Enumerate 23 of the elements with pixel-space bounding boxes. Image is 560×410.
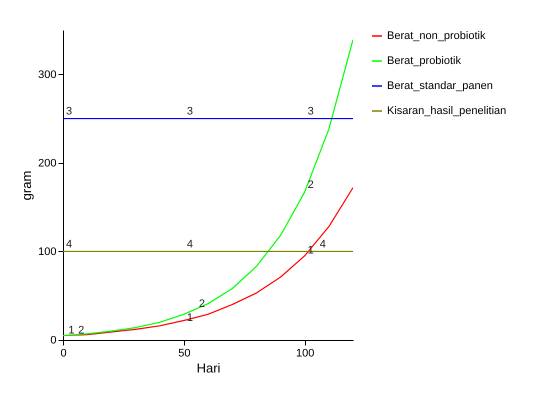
annotation: 2 bbox=[78, 324, 84, 336]
x-tick-label: 100 bbox=[296, 348, 314, 360]
annotation: 2 bbox=[308, 179, 314, 192]
y-tick-label: 300 bbox=[38, 68, 56, 81]
y-tick-label: 100 bbox=[38, 246, 56, 258]
annotation: 3 bbox=[308, 106, 314, 118]
annotation: 3 bbox=[186, 106, 193, 118]
x-tick-label: 50 bbox=[178, 348, 190, 360]
annotation: 3 bbox=[66, 106, 72, 118]
y-tick-label: 0 bbox=[50, 334, 56, 346]
annotation: 4 bbox=[66, 238, 72, 250]
x-tick-label: 0 bbox=[60, 348, 67, 360]
annotation: 1 bbox=[68, 324, 75, 336]
annotation: 4 bbox=[320, 238, 326, 250]
y-tick-label: 200 bbox=[38, 157, 56, 170]
x-axis-title: Hari bbox=[196, 360, 221, 376]
line-series bbox=[63, 39, 353, 336]
legend-label: Berat_non_probiotik bbox=[387, 30, 486, 42]
annotation: 4 bbox=[186, 238, 193, 250]
legend-label: Kisaran_hasil_penelitian bbox=[387, 105, 506, 117]
legend-label: Berat_standar_panen bbox=[387, 80, 493, 92]
y-axis-title: gram bbox=[19, 170, 34, 200]
legend-label: Berat_probiotik bbox=[387, 55, 462, 67]
